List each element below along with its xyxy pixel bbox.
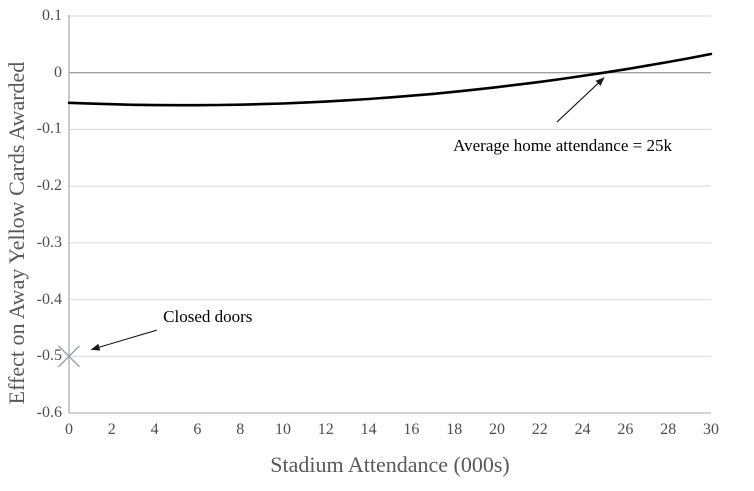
x-tick-label: 12 [317,421,334,438]
x-tick-label: 20 [489,421,505,438]
y-tick-label: -0.4 [36,290,62,308]
annotation-arrow [90,329,157,351]
y-axis-title: Effect on Away Yellow Cards Awarded [4,61,29,405]
x-tick-label: 8 [236,421,245,438]
x-axis-title: Stadium Attendance (000s) [270,452,510,477]
y-tick-label: -0.1 [36,120,62,138]
x-tick-label: 0 [65,421,73,438]
y-tick-label: -0.6 [36,404,62,421]
x-tick-label: 18 [446,421,463,438]
x-tick-label: 24 [574,421,591,438]
x-tick-label: 26 [617,421,634,438]
y-tick-label: -0.2 [36,177,62,195]
y-tick-label: -0.5 [36,347,62,365]
x-tick-label: 22 [531,421,548,438]
x-tick-label: 14 [360,421,377,438]
x-tick-label: 4 [150,421,159,438]
annotation-arrow [556,77,605,123]
effect-curve-line [67,52,713,107]
x-tick-label: 2 [107,421,116,438]
y-tick-label: 0 [54,63,62,81]
closed-doors-marker [58,345,80,368]
x-tick-label: 6 [193,421,202,438]
average-attendance-annotation: Average home attendance = 25k [453,135,672,155]
x-tick-label: 28 [660,421,677,438]
x-tick-label: 16 [403,421,420,438]
x-tick-label: 30 [703,421,719,438]
closed-doors-annotation: Closed doors [163,306,253,326]
y-tick-label: -0.3 [36,233,62,251]
x-tick-label: 10 [275,421,291,438]
y-tick-label: 0.1 [42,7,62,24]
